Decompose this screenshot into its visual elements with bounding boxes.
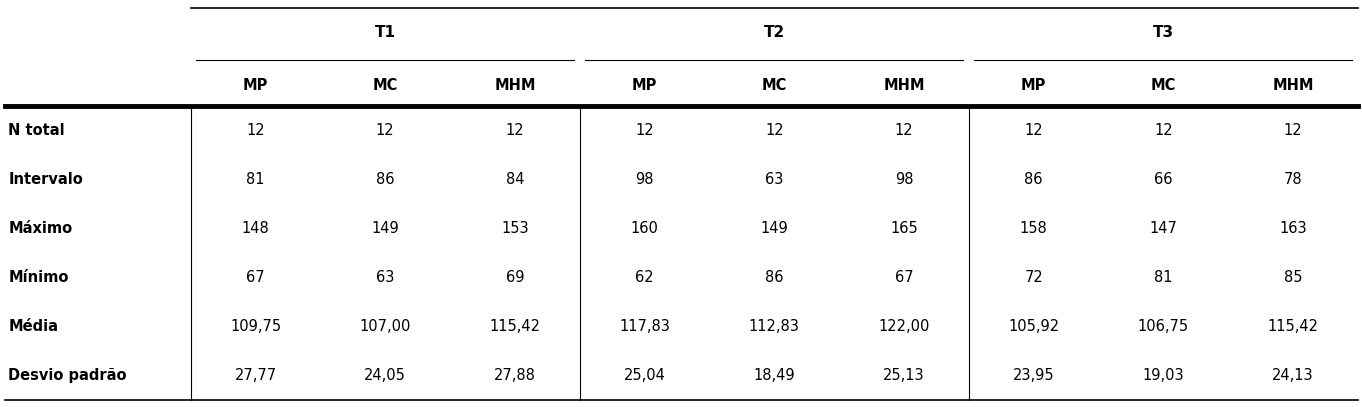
Text: 106,75: 106,75 xyxy=(1137,319,1189,334)
Text: 81: 81 xyxy=(1154,270,1173,285)
Text: 158: 158 xyxy=(1020,221,1047,236)
Text: 149: 149 xyxy=(760,221,789,236)
Text: 24,13: 24,13 xyxy=(1272,368,1314,383)
Text: MC: MC xyxy=(373,78,398,93)
Text: 117,83: 117,83 xyxy=(620,319,670,334)
Text: 12: 12 xyxy=(895,123,914,138)
Text: 27,88: 27,88 xyxy=(494,368,535,383)
Text: 84: 84 xyxy=(505,172,524,187)
Text: 98: 98 xyxy=(895,172,914,187)
Text: T2: T2 xyxy=(764,25,785,40)
Text: 86: 86 xyxy=(376,172,395,187)
Text: 163: 163 xyxy=(1279,221,1308,236)
Text: 18,49: 18,49 xyxy=(753,368,795,383)
Text: 86: 86 xyxy=(765,270,783,285)
Text: 153: 153 xyxy=(501,221,528,236)
Text: 107,00: 107,00 xyxy=(360,319,411,334)
Text: 63: 63 xyxy=(765,172,783,187)
Text: 105,92: 105,92 xyxy=(1008,319,1060,334)
Text: 12: 12 xyxy=(505,123,524,138)
Text: 165: 165 xyxy=(891,221,918,236)
Text: 25,04: 25,04 xyxy=(624,368,666,383)
Text: 72: 72 xyxy=(1024,270,1043,285)
Text: T3: T3 xyxy=(1152,25,1174,40)
Text: Mínimo: Mínimo xyxy=(8,270,68,285)
Text: 67: 67 xyxy=(247,270,264,285)
Text: Desvio padrão: Desvio padrão xyxy=(8,368,127,383)
Text: 63: 63 xyxy=(376,270,395,285)
Text: N total: N total xyxy=(8,123,65,138)
Text: 24,05: 24,05 xyxy=(364,368,406,383)
Text: 12: 12 xyxy=(765,123,783,138)
Text: 12: 12 xyxy=(1024,123,1043,138)
Text: 148: 148 xyxy=(241,221,270,236)
Text: MHM: MHM xyxy=(1272,78,1314,93)
Text: Média: Média xyxy=(8,319,59,334)
Text: 115,42: 115,42 xyxy=(489,319,541,334)
Text: 62: 62 xyxy=(635,270,654,285)
Text: 69: 69 xyxy=(505,270,524,285)
Text: 12: 12 xyxy=(635,123,654,138)
Text: 112,83: 112,83 xyxy=(749,319,799,334)
Text: MP: MP xyxy=(242,78,268,93)
Text: 85: 85 xyxy=(1284,270,1302,285)
Text: MC: MC xyxy=(761,78,787,93)
Text: T1: T1 xyxy=(375,25,396,40)
Text: MP: MP xyxy=(632,78,658,93)
Text: MHM: MHM xyxy=(883,78,925,93)
Text: 12: 12 xyxy=(1284,123,1302,138)
Text: Máximo: Máximo xyxy=(8,221,72,236)
Text: 67: 67 xyxy=(895,270,914,285)
Text: MC: MC xyxy=(1151,78,1175,93)
Text: 23,95: 23,95 xyxy=(1013,368,1054,383)
Text: 115,42: 115,42 xyxy=(1268,319,1318,334)
Text: 160: 160 xyxy=(631,221,659,236)
Text: 25,13: 25,13 xyxy=(883,368,925,383)
Text: 12: 12 xyxy=(376,123,395,138)
Text: 12: 12 xyxy=(1154,123,1173,138)
Text: MHM: MHM xyxy=(494,78,535,93)
Text: 66: 66 xyxy=(1154,172,1173,187)
Text: 12: 12 xyxy=(247,123,264,138)
Text: 149: 149 xyxy=(372,221,399,236)
Text: 86: 86 xyxy=(1024,172,1043,187)
Text: 27,77: 27,77 xyxy=(234,368,276,383)
Text: 19,03: 19,03 xyxy=(1143,368,1184,383)
Text: 122,00: 122,00 xyxy=(878,319,930,334)
Text: 109,75: 109,75 xyxy=(230,319,281,334)
Text: 147: 147 xyxy=(1150,221,1177,236)
Text: 98: 98 xyxy=(635,172,654,187)
Text: 78: 78 xyxy=(1284,172,1302,187)
Text: 81: 81 xyxy=(247,172,264,187)
Text: MP: MP xyxy=(1022,78,1046,93)
Text: Intervalo: Intervalo xyxy=(8,172,83,187)
